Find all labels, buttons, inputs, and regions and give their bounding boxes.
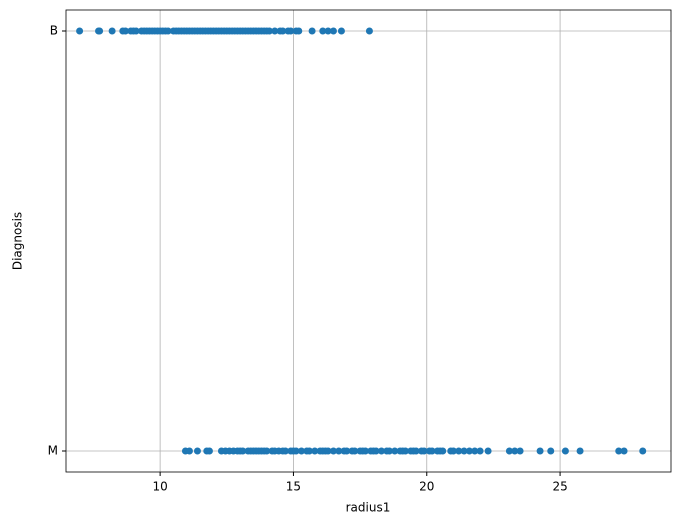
point <box>372 447 380 455</box>
x-tick-label: 25 <box>552 480 567 494</box>
point <box>132 27 140 35</box>
point <box>465 447 473 455</box>
point <box>281 447 289 455</box>
point <box>561 447 569 455</box>
point <box>271 27 279 35</box>
point <box>308 27 316 35</box>
point <box>265 27 273 35</box>
point <box>324 27 332 35</box>
point <box>311 447 319 455</box>
point <box>476 447 484 455</box>
point <box>279 27 287 35</box>
point <box>449 447 457 455</box>
point <box>295 27 303 35</box>
point <box>576 447 584 455</box>
point <box>385 447 393 455</box>
point <box>377 447 385 455</box>
point <box>343 447 351 455</box>
point <box>337 27 345 35</box>
point <box>460 447 468 455</box>
point <box>505 447 513 455</box>
point <box>620 447 628 455</box>
point <box>455 447 463 455</box>
point <box>287 27 295 35</box>
point <box>263 447 271 455</box>
point <box>420 447 428 455</box>
point <box>76 27 84 35</box>
point <box>428 447 436 455</box>
point <box>121 27 129 35</box>
y-tick-label: M <box>48 444 58 458</box>
point <box>239 447 247 455</box>
point <box>292 447 300 455</box>
point <box>401 447 409 455</box>
x-tick-label: 15 <box>286 480 301 494</box>
point <box>329 27 337 35</box>
plot-frame <box>65 9 672 473</box>
point <box>391 447 399 455</box>
point <box>639 447 647 455</box>
point <box>96 27 104 35</box>
point <box>365 27 373 35</box>
point <box>335 447 343 455</box>
point <box>516 447 524 455</box>
point <box>484 447 492 455</box>
point <box>185 447 193 455</box>
point <box>361 447 369 455</box>
x-tick-label: 10 <box>152 480 167 494</box>
point <box>547 447 555 455</box>
point <box>471 447 479 455</box>
x-axis-label: radius1 <box>346 501 391 515</box>
point <box>164 27 172 35</box>
point <box>297 447 305 455</box>
point <box>205 447 213 455</box>
point <box>324 447 332 455</box>
point <box>329 447 337 455</box>
y-tick-label: B <box>50 24 58 38</box>
point <box>511 447 519 455</box>
x-tick-label: 20 <box>419 480 434 494</box>
point <box>319 27 327 35</box>
y-axis-label: Diagnosis <box>11 212 25 270</box>
point <box>536 447 544 455</box>
point <box>439 447 447 455</box>
point <box>615 447 623 455</box>
point <box>351 447 359 455</box>
point <box>193 447 201 455</box>
point <box>412 447 420 455</box>
point <box>108 27 116 35</box>
point <box>305 447 313 455</box>
